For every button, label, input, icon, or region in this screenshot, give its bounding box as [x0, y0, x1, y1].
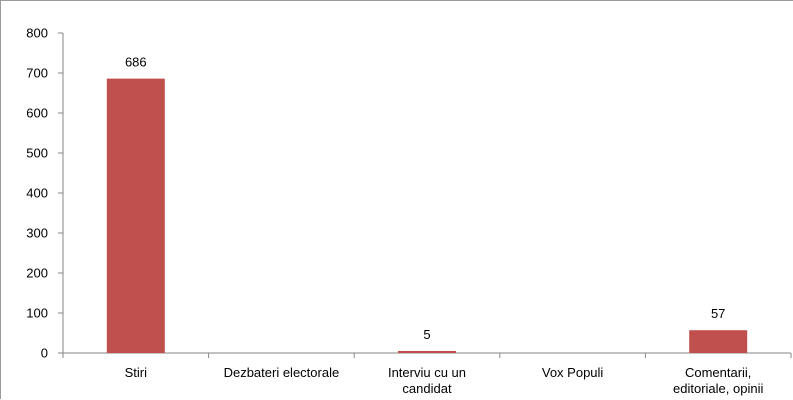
y-tick-label: 700	[26, 66, 48, 81]
y-tick-label: 100	[26, 306, 48, 321]
x-category-label: Dezbateri electorale	[224, 365, 340, 380]
bars	[106, 78, 748, 353]
y-tick-label: 300	[26, 226, 48, 241]
x-category-label: Vox Populi	[542, 365, 604, 380]
data-label: 686	[125, 55, 147, 70]
data-label: 5	[423, 327, 430, 342]
y-tick-label: 500	[26, 146, 48, 161]
data-labels: 686 5 57	[125, 55, 725, 342]
bar	[106, 78, 165, 353]
y-tick-label: 600	[26, 106, 48, 121]
bar	[398, 351, 456, 353]
axes	[62, 33, 792, 358]
y-axis-ticks: 0 100 200 300 400 500 600 700 800	[26, 26, 63, 361]
x-category-label: Interviu cu un candidat	[388, 365, 466, 396]
y-tick-label: 0	[41, 346, 48, 361]
bar	[689, 330, 748, 353]
y-tick-label: 400	[26, 186, 48, 201]
data-label: 57	[711, 306, 725, 321]
x-category-label: Stiri	[125, 365, 148, 380]
x-axis-labels: Stiri Dezbateri electorale Interviu cu un c…	[125, 365, 764, 396]
y-tick-label: 200	[26, 266, 48, 281]
x-category-label: Comentarii, editoriale, opinii	[673, 365, 763, 396]
y-tick-label: 800	[26, 26, 48, 41]
